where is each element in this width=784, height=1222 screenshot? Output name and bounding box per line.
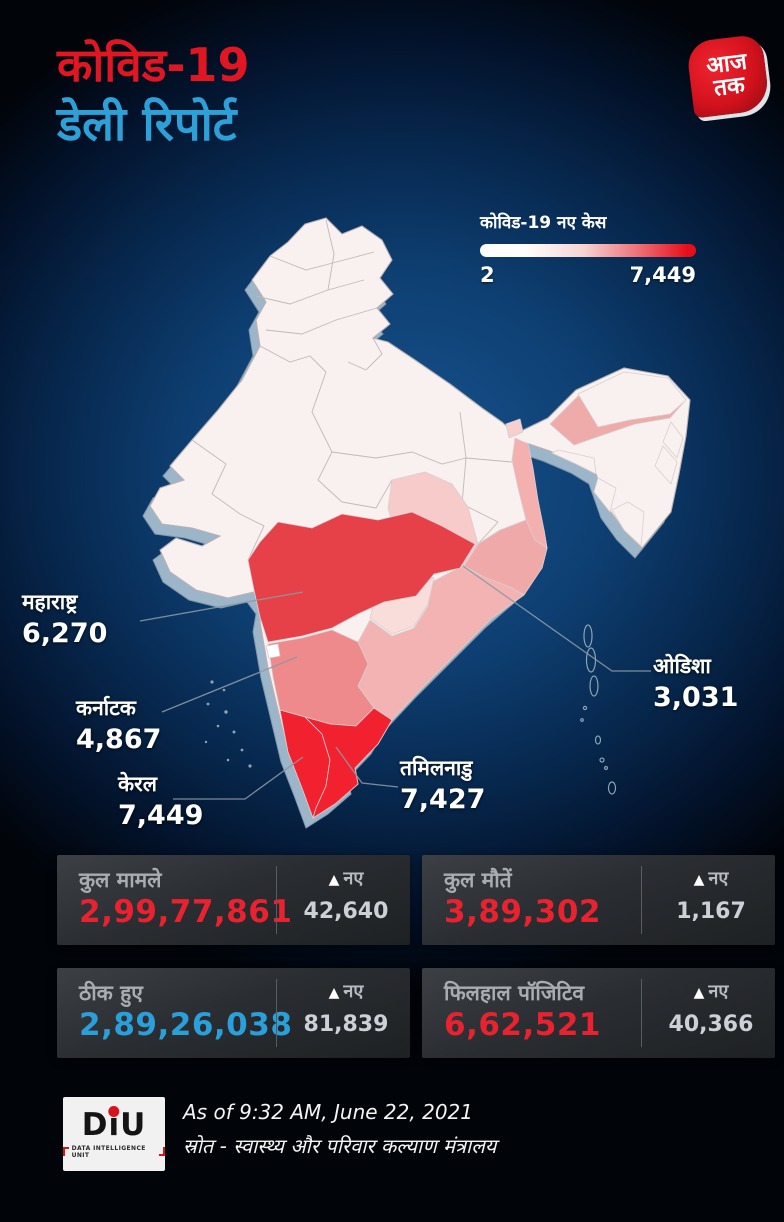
new-value: 81,839 xyxy=(303,1012,389,1037)
callout-kerala: केरल 7,449 xyxy=(118,770,203,831)
state-name-label: केरल xyxy=(118,772,157,796)
map-legend: कोविड-19 नए केस 2 7,449 xyxy=(480,210,696,287)
legend-scale: 2 7,449 xyxy=(480,263,696,287)
card-new-section: ▲ नए 81,839 xyxy=(290,979,402,1037)
card-new-section: ▲ नए 42,640 xyxy=(290,866,402,924)
card-label: फिलहाल पॉजिटिव xyxy=(444,981,585,1005)
diu-logo-subtext: DATA INTELLIGENCE UNIT xyxy=(63,1145,165,1159)
state-value-label: 7,449 xyxy=(118,800,204,831)
title-line-1: कोविड-19 xyxy=(57,38,250,92)
up-triangle-icon: ▲ xyxy=(693,872,705,888)
lakshadweep-islands xyxy=(204,680,252,768)
diu-logo-text: DiU xyxy=(82,1105,147,1141)
new-label: नए xyxy=(343,981,364,1002)
new-value: 40,366 xyxy=(668,1012,754,1037)
state-name-label: महाराष्ट्र xyxy=(22,590,78,614)
up-triangle-icon: ▲ xyxy=(693,985,705,1001)
stats-cards-grid: कुल मामले 2,99,77,861 ▲ नए 42,640 कुल मौत… xyxy=(57,855,775,1058)
card-divider xyxy=(275,866,277,934)
state-arunachal-pradesh xyxy=(577,371,687,428)
callout-maharashtra: महाराष्ट्र 6,270 xyxy=(22,588,107,649)
callout-lines xyxy=(139,565,651,800)
legend-max-label: 7,449 xyxy=(629,263,696,287)
legend-title: कोविड-19 नए केस xyxy=(480,213,607,233)
state-goa xyxy=(265,643,281,659)
card-new-section: ▲ नए 1,167 xyxy=(655,866,767,924)
callout-karnataka: कर्नाटक 4,867 xyxy=(76,694,161,755)
card-label: कुल मौतें xyxy=(444,868,512,892)
new-label: नए xyxy=(708,981,729,1002)
card-label: कुल मामले xyxy=(79,868,162,892)
state-meghalaya xyxy=(551,449,597,475)
timestamp-text: As of 9:32 AM, June 22, 2021 xyxy=(183,1100,473,1124)
callout-tamil-nadu: तमिलनाडु 7,427 xyxy=(400,754,485,815)
card-new-section: ▲ नए 40,366 xyxy=(655,979,767,1037)
state-value-label: 3,031 xyxy=(653,682,739,713)
andaman-nicobar-islands xyxy=(580,624,617,795)
state-nagaland xyxy=(662,421,684,459)
new-value: 42,640 xyxy=(303,899,389,924)
red-bracket-right-icon xyxy=(159,1147,165,1156)
up-triangle-icon: ▲ xyxy=(328,872,340,888)
card-value: 3,89,302 xyxy=(444,894,601,930)
callout-odisha: ओडिशा 3,031 xyxy=(653,652,738,713)
state-maharashtra xyxy=(247,511,476,643)
state-name-label: ओडिशा xyxy=(653,654,711,678)
page-title: कोविड-19 डेली रिपोर्ट xyxy=(57,36,249,155)
state-name-label: तमिलनाडु xyxy=(400,756,473,780)
legend-min-label: 2 xyxy=(480,263,495,287)
title-line-2: डेली रिपोर्ट xyxy=(57,96,237,152)
state-mizoram xyxy=(611,501,645,547)
red-bracket-left-icon xyxy=(63,1147,69,1156)
state-name-label: कर्नाटक xyxy=(76,696,136,720)
state-value-label: 4,867 xyxy=(76,724,162,755)
state-manipur xyxy=(654,445,678,485)
up-triangle-icon: ▲ xyxy=(328,985,340,1001)
state-border-lines xyxy=(191,219,513,561)
diu-red-dot-icon xyxy=(108,1105,120,1117)
diu-logo: DiU DATA INTELLIGENCE UNIT xyxy=(63,1097,165,1171)
card-value: 2,89,26,038 xyxy=(79,1007,293,1043)
state-value-label: 6,270 xyxy=(22,618,108,649)
card-total-deaths: कुल मौतें 3,89,302 ▲ नए 1,167 xyxy=(422,855,775,945)
card-divider xyxy=(640,979,642,1047)
card-divider xyxy=(275,979,277,1047)
card-label: ठीक हुए xyxy=(79,981,143,1005)
state-sikkim xyxy=(505,418,524,439)
card-divider xyxy=(640,866,642,934)
state-west-bengal xyxy=(511,437,548,549)
card-recovered: ठीक हुए 2,89,26,038 ▲ नए 81,839 xyxy=(57,968,410,1058)
new-label: नए xyxy=(708,868,729,889)
card-active-positive: फिलहाल पॉजिटिव 6,62,521 ▲ नए 40,366 xyxy=(422,968,775,1058)
state-tripura xyxy=(593,477,617,513)
new-label: नए xyxy=(343,868,364,889)
new-value: 1,167 xyxy=(676,899,746,924)
card-value: 2,99,77,861 xyxy=(79,894,293,930)
card-total-cases: कुल मामले 2,99,77,861 ▲ नए 42,640 xyxy=(57,855,410,945)
state-value-label: 7,427 xyxy=(400,784,486,815)
card-value: 6,62,521 xyxy=(444,1007,601,1043)
legend-gradient-bar xyxy=(480,244,696,257)
source-text: स्रोत - स्वास्थ्य और परिवार कल्याण मंत्र… xyxy=(183,1134,497,1158)
state-tamil-nadu xyxy=(304,707,393,819)
